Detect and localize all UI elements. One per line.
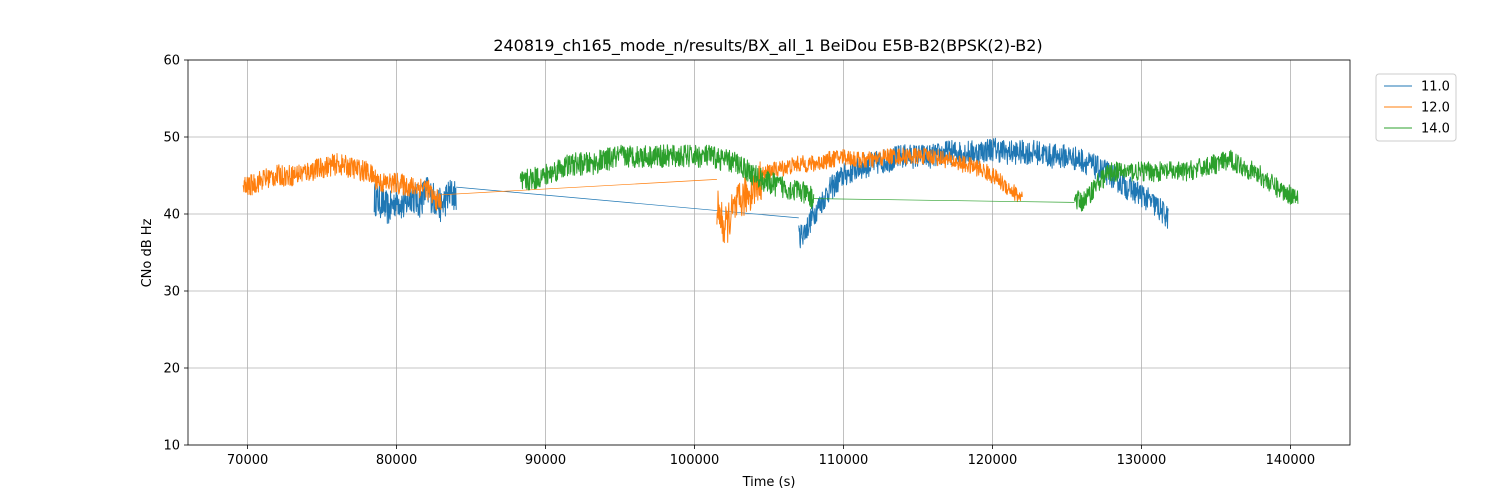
x-axis-label: Time (s) [742,475,796,490]
grid-layer [188,59,1350,446]
x-tick-label: 80000 [376,453,417,468]
x-tick-label: 100000 [670,453,720,468]
y-tick-label: 20 [163,362,180,377]
tick-layer: 70000 80000 90000 100000 110000 120000 130000 1… [163,54,1315,469]
series-14.0-segment-1 [813,198,1075,203]
x-tick-label: 70000 [227,453,268,468]
x-tick-label: 110000 [819,453,869,468]
series-12.0-segment-1 [441,179,717,196]
legend: 11.0 12.0 14.0 [1375,73,1457,142]
y-tick-label: 40 [163,208,180,223]
series-12.0-segment-0 [242,153,442,211]
series-12.0-segment-3 [761,147,1023,203]
x-tick-label: 120000 [968,453,1018,468]
legend-label-12.0: 12.0 [1421,101,1450,116]
legend-label-11.0: 11.0 [1421,80,1450,95]
series-14.0-segment-2 [1073,149,1299,212]
y-tick-label: 30 [163,285,180,300]
x-tick-label: 130000 [1117,453,1167,468]
y-tick-label: 10 [163,439,180,454]
y-tick-label: 60 [163,54,180,69]
plot-frame [187,59,1351,446]
x-tick-label: 90000 [525,453,566,468]
series-12.0-segment-2 [716,161,763,244]
series-14.0 [519,144,1299,212]
x-tick-label: 140000 [1266,453,1316,468]
y-tick-label: 50 [163,131,180,146]
legend-label-14.0: 14.0 [1421,122,1450,137]
legend-frame [1375,73,1457,142]
chart-title: 240819_ch165_mode_n/results/BX_all_1 Bei… [493,36,1042,56]
y-axis-label: CNo dB Hz [140,218,155,287]
series-12.0 [242,147,1023,244]
series-14.0-segment-0 [519,144,815,210]
series-layer [242,137,1299,249]
